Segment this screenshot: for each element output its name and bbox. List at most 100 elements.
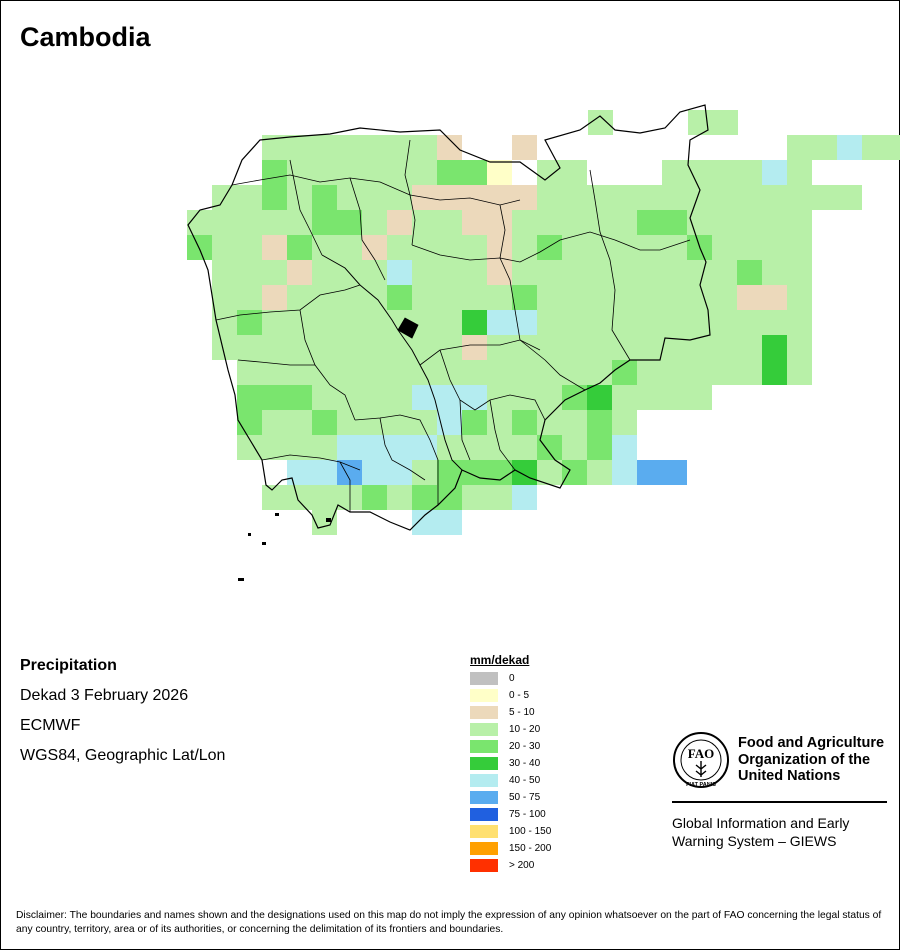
legend-swatch [470, 808, 498, 821]
period-label: Dekad 3 February 2026 [20, 687, 189, 704]
legend-row: 0 - 5 [470, 689, 590, 702]
precipitation-cell [287, 360, 312, 385]
precipitation-cell [662, 460, 687, 485]
precipitation-cell [287, 260, 312, 285]
precipitation-cell [737, 235, 762, 260]
legend-title: mm/dekad [470, 653, 530, 667]
precipitation-cell [637, 185, 662, 210]
organization-name-line1: Food and Agriculture [738, 735, 885, 751]
map-title: Cambodia [20, 22, 151, 52]
precipitation-cell [712, 210, 737, 235]
precipitation-cell [437, 160, 462, 185]
legend-swatch [470, 740, 498, 753]
precipitation-cell [887, 135, 900, 160]
precipitation-cell [287, 210, 312, 235]
precipitation-cell [437, 385, 462, 410]
precipitation-cell [362, 385, 387, 410]
legend-swatch [470, 706, 498, 719]
precipitation-cell [312, 435, 337, 460]
precipitation-cell [587, 460, 612, 485]
precipitation-cell [737, 160, 762, 185]
precipitation-cell [562, 410, 587, 435]
legend-swatch [470, 672, 498, 685]
precipitation-cell [462, 485, 487, 510]
province-boundaries [215, 139, 691, 512]
precipitation-cell [713, 110, 738, 135]
precipitation-cell [337, 210, 362, 235]
legend-row: 50 - 75 [470, 791, 590, 804]
precipitation-cell [362, 135, 387, 160]
precipitation-cell [187, 235, 212, 260]
precipitation-cell [787, 285, 812, 310]
precipitation-cell [787, 160, 812, 185]
precipitation-cell [562, 210, 587, 235]
precipitation-cell [637, 285, 662, 310]
precipitation-cell [412, 410, 437, 435]
precipitation-cell [462, 210, 487, 235]
precipitation-cell [337, 235, 362, 260]
precipitation-cell [237, 210, 262, 235]
precipitation-cell [287, 385, 312, 410]
precipitation-cell [637, 335, 662, 360]
precipitation-cell [537, 360, 562, 385]
precipitation-cell [562, 185, 587, 210]
precipitation-cell [487, 310, 512, 335]
precipitation-cell [687, 385, 712, 410]
precipitation-cell [262, 485, 287, 510]
precipitation-cell [337, 410, 362, 435]
islands [238, 513, 331, 581]
precipitation-cell [262, 435, 287, 460]
precipitation-cell [437, 335, 462, 360]
precipitation-cell [212, 310, 237, 335]
precipitation-cell [412, 210, 437, 235]
organization-name-line2: Organization of the [738, 751, 871, 768]
precipitation-cell [512, 435, 537, 460]
precipitation-cell [262, 185, 287, 210]
precipitation-cell [362, 185, 387, 210]
precipitation-cell [437, 485, 462, 510]
precipitation-cell [587, 360, 612, 385]
legend-swatch [470, 791, 498, 804]
precipitation-cell [412, 310, 437, 335]
precipitation-cell [537, 460, 562, 485]
precipitation-cell [862, 135, 887, 160]
legend-row: 100 - 150 [470, 825, 590, 838]
system-name: Global Information and Early Warning Sys… [672, 814, 892, 850]
precipitation-cell [662, 285, 687, 310]
precipitation-cell [612, 185, 637, 210]
precipitation-cell [387, 335, 412, 360]
precipitation-cell [587, 185, 612, 210]
legend-label: 5 - 10 [509, 707, 535, 718]
precipitation-cell [562, 435, 587, 460]
precipitation-cell [362, 310, 387, 335]
precipitation-cell [712, 360, 737, 385]
precipitation-cell [762, 160, 787, 185]
precipitation-cell [237, 335, 262, 360]
precipitation-cell [537, 210, 562, 235]
precipitation-cell [362, 235, 387, 260]
legend-label: 75 - 100 [509, 809, 546, 820]
precipitation-cell [287, 485, 312, 510]
precipitation-cell [787, 310, 812, 335]
precipitation-cell [537, 335, 562, 360]
variable-label: Precipitation [20, 657, 117, 674]
legend-label: > 200 [509, 860, 535, 871]
precipitation-cell [737, 285, 762, 310]
precipitation-cell [462, 185, 487, 210]
precipitation-cell [312, 385, 337, 410]
precipitation-cell [512, 210, 537, 235]
precipitation-cell [312, 360, 337, 385]
precipitation-cell [688, 110, 713, 135]
precipitation-cell [587, 435, 612, 460]
precipitation-cell [512, 460, 537, 485]
precipitation-cell [787, 210, 812, 235]
precipitation-cell [487, 235, 512, 260]
precipitation-cell [562, 310, 587, 335]
precipitation-cell [512, 185, 537, 210]
precipitation-cell [562, 285, 587, 310]
precipitation-cell [687, 160, 712, 185]
precipitation-cell [487, 160, 512, 185]
precipitation-cell [412, 510, 437, 535]
precipitation-cell [587, 410, 612, 435]
precipitation-cell [412, 385, 437, 410]
